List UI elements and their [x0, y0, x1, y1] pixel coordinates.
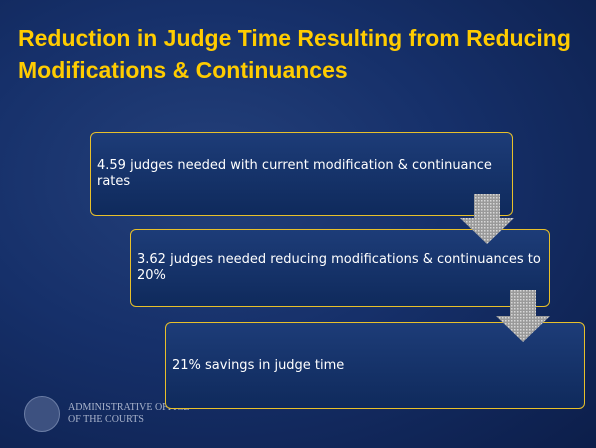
- text-box: 21% savings in judge time: [165, 322, 585, 409]
- footer-text: ADMINISTRATIVE OFFICE: [68, 402, 190, 413]
- down-arrow: [496, 290, 550, 342]
- down-arrow: [460, 194, 514, 244]
- seal: [24, 396, 60, 432]
- slide-title: Reduction in Judge Time Resulting from R…: [18, 25, 571, 83]
- box-text: 4.59 judges needed with current modifica…: [97, 158, 492, 189]
- box-text: 21% savings in judge time: [172, 357, 345, 373]
- text-box: 3.62 judges needed reducing modification…: [130, 229, 550, 307]
- box-text: 3.62 judges needed reducing modification…: [137, 252, 541, 283]
- text-box: 4.59 judges needed with current modifica…: [90, 132, 513, 216]
- footer-text: OF THE COURTS: [68, 414, 144, 425]
